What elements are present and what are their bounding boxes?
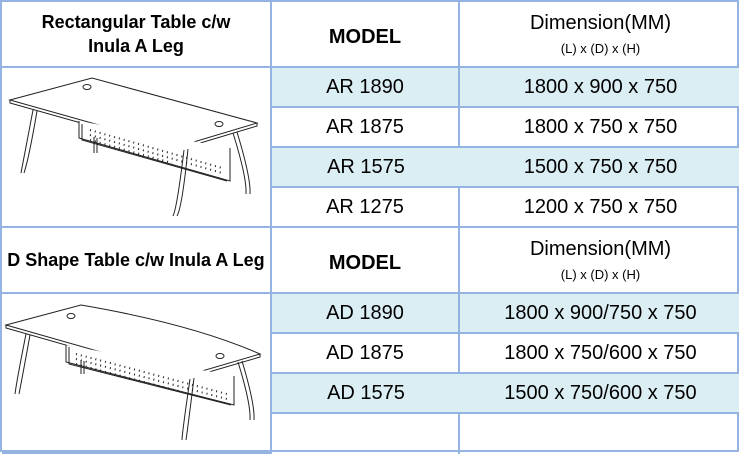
- model-cell: [272, 414, 460, 454]
- dimension-cell: 1800 x 900/750 x 750: [460, 294, 739, 334]
- d-shape-table-image: [2, 294, 272, 454]
- dimension-cell: 1500 x 750 x 750: [460, 148, 739, 188]
- title-text: Rectangular Table c/w Inula A Leg: [41, 12, 231, 56]
- dim-subheader: (L) x (D) x (H): [560, 41, 641, 56]
- section-title: Rectangular Table c/w Inula A Leg: [2, 2, 272, 68]
- dimension-cell: 1500 x 750/600 x 750: [460, 374, 739, 414]
- model-cell: AD 1875: [272, 334, 460, 374]
- dim-subheader: (L) x (D) x (H): [560, 267, 641, 282]
- section-title: D Shape Table c/w Inula A Leg: [2, 228, 272, 294]
- model-cell: AR 1890: [272, 68, 460, 108]
- model-cell: AR 1875: [272, 108, 460, 148]
- model-cell: AD 1890: [272, 294, 460, 334]
- model-cell: AR 1575: [272, 148, 460, 188]
- dimension-cell: 1800 x 750/600 x 750: [460, 334, 739, 374]
- dimension-header: Dimension(MM) (L) x (D) x (H): [460, 228, 739, 294]
- dimension-cell: 1800 x 750 x 750: [460, 108, 739, 148]
- title-text: D Shape Table c/w Inula A Leg: [7, 250, 265, 270]
- dimension-cell: 1800 x 900 x 750: [460, 68, 739, 108]
- rectangular-table-image: [2, 68, 272, 228]
- dim-header-text: Dimension(MM): [529, 238, 672, 260]
- dim-header-text: Dimension(MM): [529, 12, 672, 34]
- model-cell: AR 1275: [272, 188, 460, 228]
- model-cell: AD 1575: [272, 374, 460, 414]
- model-header: MODEL: [272, 228, 460, 294]
- dimension-cell: [460, 414, 739, 454]
- model-header: MODEL: [272, 2, 460, 68]
- dimension-header: Dimension(MM) (L) x (D) x (H): [460, 2, 739, 68]
- dimension-cell: 1200 x 750 x 750: [460, 188, 739, 228]
